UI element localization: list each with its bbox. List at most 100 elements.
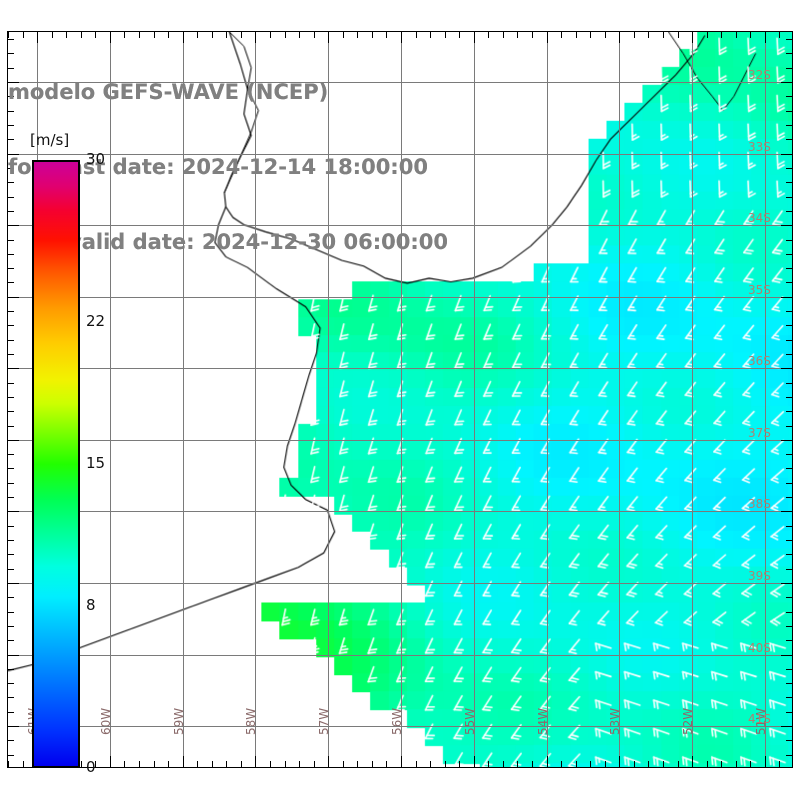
lat-axis-label-39S: 39S bbox=[748, 569, 771, 583]
axis-tick-minor bbox=[416, 761, 417, 767]
axis-tick-minor bbox=[8, 397, 14, 398]
axis-tick-major bbox=[183, 32, 184, 43]
axis-tick-minor bbox=[8, 454, 14, 455]
axis-tick-minor bbox=[786, 354, 792, 355]
axis-tick-minor bbox=[750, 32, 751, 38]
lon-axis-label-59W: 59W bbox=[172, 707, 186, 735]
axis-tick-minor bbox=[786, 383, 792, 384]
axis-tick-minor bbox=[8, 139, 14, 140]
lon-axis-label-54W: 54W bbox=[536, 707, 550, 735]
colorbar bbox=[32, 160, 80, 768]
colorbar-unit-label: [m/s] bbox=[30, 131, 70, 149]
gridline-lat-39S bbox=[8, 583, 792, 584]
gridline-lon-56W bbox=[401, 32, 402, 767]
axis-tick-minor bbox=[8, 526, 14, 527]
axis-tick-minor bbox=[8, 311, 14, 312]
axis-tick-minor bbox=[8, 340, 14, 341]
axis-tick-minor bbox=[503, 761, 504, 767]
axis-tick-major bbox=[765, 756, 766, 767]
axis-tick-minor bbox=[212, 32, 213, 38]
colorbar-tick-22: 22 bbox=[86, 312, 106, 331]
axis-tick-minor bbox=[786, 740, 792, 741]
axis-tick-minor bbox=[786, 240, 792, 241]
axis-tick-minor bbox=[8, 761, 9, 767]
axis-tick-minor bbox=[343, 32, 344, 38]
axis-tick-major bbox=[781, 82, 792, 83]
lon-axis-label-52W: 52W bbox=[681, 707, 695, 735]
axis-tick-minor bbox=[779, 761, 780, 767]
axis-tick-minor bbox=[299, 761, 300, 767]
axis-tick-minor bbox=[786, 397, 792, 398]
axis-tick-major bbox=[401, 756, 402, 767]
axis-tick-minor bbox=[786, 311, 792, 312]
gridline-lat-32S bbox=[8, 82, 792, 83]
axis-tick-minor bbox=[66, 32, 67, 38]
axis-tick-minor bbox=[8, 697, 14, 698]
axis-tick-minor bbox=[357, 32, 358, 38]
lat-axis-label-34S: 34S bbox=[748, 211, 771, 225]
axis-tick-major bbox=[8, 655, 19, 656]
axis-tick-minor bbox=[786, 182, 792, 183]
axis-tick-minor bbox=[95, 761, 96, 767]
gridline-lon-54W bbox=[547, 32, 548, 767]
axis-tick-minor bbox=[517, 32, 518, 38]
axis-tick-minor bbox=[721, 761, 722, 767]
axis-tick-major bbox=[781, 655, 792, 656]
axis-tick-minor bbox=[786, 526, 792, 527]
axis-tick-minor bbox=[786, 712, 792, 713]
axis-tick-minor bbox=[8, 325, 14, 326]
axis-tick-minor bbox=[372, 761, 373, 767]
axis-tick-minor bbox=[532, 32, 533, 38]
axis-tick-minor bbox=[372, 32, 373, 38]
axis-tick-minor bbox=[786, 540, 792, 541]
axis-tick-minor bbox=[81, 761, 82, 767]
axis-tick-minor bbox=[634, 32, 635, 38]
axis-tick-major bbox=[765, 32, 766, 43]
lat-axis-label-36S: 36S bbox=[748, 354, 771, 368]
axis-tick-major bbox=[692, 32, 693, 43]
axis-tick-minor bbox=[605, 32, 606, 38]
axis-tick-minor bbox=[8, 426, 14, 427]
axis-tick-minor bbox=[8, 240, 14, 241]
axis-tick-minor bbox=[8, 612, 14, 613]
title-line-forecast-date: forecast date: 2024-12-14 18:00:00 bbox=[8, 155, 428, 179]
axis-tick-minor bbox=[8, 32, 9, 38]
axis-tick-minor bbox=[590, 761, 591, 767]
axis-tick-major bbox=[781, 440, 792, 441]
axis-tick-major bbox=[110, 756, 111, 767]
axis-tick-minor bbox=[779, 32, 780, 38]
axis-tick-minor bbox=[139, 32, 140, 38]
gridline-lat-37S bbox=[8, 440, 792, 441]
axis-tick-minor bbox=[241, 761, 242, 767]
gridline-lat-40S bbox=[8, 655, 792, 656]
axis-tick-minor bbox=[8, 282, 14, 283]
axis-tick-minor bbox=[786, 268, 792, 269]
axis-tick-minor bbox=[786, 168, 792, 169]
axis-tick-major bbox=[474, 756, 475, 767]
gridline-lon-52W bbox=[692, 32, 693, 767]
axis-tick-minor bbox=[357, 761, 358, 767]
axis-tick-minor bbox=[459, 761, 460, 767]
axis-tick-minor bbox=[154, 32, 155, 38]
axis-tick-minor bbox=[459, 32, 460, 38]
axis-tick-minor bbox=[8, 354, 14, 355]
axis-tick-minor bbox=[8, 53, 14, 54]
axis-tick-minor bbox=[786, 39, 792, 40]
axis-tick-minor bbox=[8, 626, 14, 627]
axis-tick-minor bbox=[168, 761, 169, 767]
axis-tick-minor bbox=[786, 111, 792, 112]
axis-tick-minor bbox=[786, 426, 792, 427]
axis-tick-minor bbox=[786, 612, 792, 613]
axis-tick-minor bbox=[8, 411, 14, 412]
axis-tick-major bbox=[401, 32, 402, 43]
axis-tick-minor bbox=[663, 32, 664, 38]
axis-tick-minor bbox=[299, 32, 300, 38]
axis-tick-major bbox=[255, 756, 256, 767]
axis-tick-minor bbox=[678, 761, 679, 767]
lat-axis-label-33S: 33S bbox=[748, 140, 771, 154]
lat-axis-label-41S: 41S bbox=[748, 712, 771, 726]
axis-tick-minor bbox=[8, 483, 14, 484]
axis-tick-minor bbox=[786, 125, 792, 126]
axis-tick-minor bbox=[707, 761, 708, 767]
gridline-lat-36S bbox=[8, 368, 792, 369]
